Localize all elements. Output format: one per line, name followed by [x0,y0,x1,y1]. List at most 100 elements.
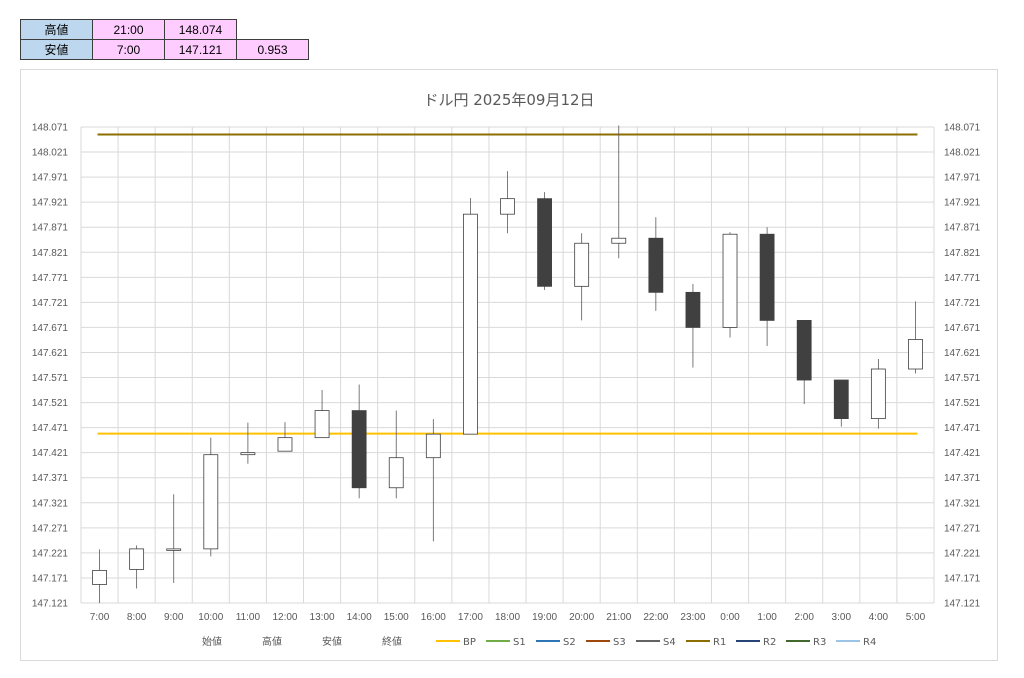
candle [574,233,590,321]
candle [166,494,182,583]
legend-label: BP [463,637,476,648]
x-tick-label: 12:00 [272,612,297,623]
candle-body-down [685,291,701,328]
summary-row-high: 高値 21:00 148.074 [20,19,309,40]
y-tick-label-right: 148.021 [944,148,981,159]
legend-item: 高値 [262,635,282,648]
candle-body-up [203,454,219,550]
y-tick-label-left: 147.921 [32,198,69,209]
legend-label: S4 [663,637,676,648]
legend-item: 始値 [202,635,222,648]
y-tick-label-left: 147.571 [32,373,69,384]
high-time: 21:00 [92,19,165,40]
legend-label: R4 [863,637,876,648]
y-tick-label-left: 147.121 [32,599,69,610]
candle-body-up [166,548,182,551]
chart-title: ドル円 2025年09月12日 [423,91,594,109]
y-tick-label-left: 147.271 [32,523,69,534]
y-tick-label-right: 148.071 [944,123,981,134]
candle [314,390,330,439]
y-tick-label-left: 147.521 [32,398,69,409]
candle [203,437,219,557]
x-tick-label: 17:00 [458,612,483,623]
x-tick-label: 15:00 [384,612,409,623]
y-tick-label-right: 147.221 [944,548,981,559]
x-tick-label: 16:00 [421,612,446,623]
candle-body-down [648,237,664,293]
candle [92,549,107,603]
candle-body-up [240,452,256,456]
candle [648,217,664,311]
x-tick-label: 8:00 [127,612,147,623]
x-tick-label: 3:00 [832,612,852,623]
legend-label: R1 [713,637,726,648]
candle [908,301,923,374]
candle-body-up [500,198,515,215]
legend-label: 終値 [382,635,402,648]
y-tick-label-right: 147.121 [944,599,981,610]
candle-body-up [277,437,293,452]
legend-item: R3 [786,637,826,648]
range-value: 0.953 [236,39,309,60]
y-tick-label-right: 147.871 [944,223,981,234]
summary-table: 高値 21:00 148.074 安値 7:00 147.121 0.953 [20,19,309,60]
low-price: 147.121 [164,39,237,60]
candles [92,125,923,603]
x-tick-label: 1:00 [757,612,777,623]
candle-body-down [537,198,552,287]
candle-body-up [870,368,886,420]
candle [759,227,775,346]
x-tick-label: 20:00 [569,612,594,623]
candle [537,192,552,290]
legend-item: S3 [586,637,626,648]
y-tick-label-right: 147.621 [944,348,981,359]
y-tick-label-left: 148.071 [32,123,69,134]
x-tick-label: 4:00 [869,612,889,623]
y-tick-label-right: 147.921 [944,198,981,209]
candle-body-down [759,233,775,321]
candle-body-up [611,237,627,244]
candle [388,410,404,499]
x-tick-label: 18:00 [495,612,520,623]
candle [351,384,367,499]
legend-label: R2 [763,637,776,648]
candle-body-up [463,213,478,435]
candle-body-up [388,457,404,489]
candle-body-up [908,339,923,370]
candle-body-up [722,233,738,328]
candle [833,379,849,427]
candle [500,171,515,234]
legend-item: BP [436,637,476,648]
x-tick-label: 13:00 [310,612,335,623]
y-tick-label-left: 148.021 [32,148,69,159]
chart-area: ドル円 2025年09月12日 148.071 148.021 147.971 147… [20,69,998,661]
y-tick-label-right: 147.821 [944,248,981,259]
y-tick-label-left: 147.671 [32,323,69,334]
y-tick-label-right: 147.571 [944,373,981,384]
x-tick-label: 21:00 [606,612,631,623]
y-tick-label-left: 147.171 [32,573,69,584]
legend-label: 始値 [202,635,222,648]
y-tick-label-right: 147.721 [944,298,981,309]
x-tick-label: 10:00 [198,612,223,623]
candle-body-up [425,433,441,459]
y-tick-label-right: 147.271 [944,523,981,534]
x-tick-label: 7:00 [90,612,110,623]
y-tick-label-left: 147.371 [32,473,69,484]
legend-label: S1 [513,637,526,648]
legend-item: 終値 [382,635,402,648]
legend-label: S3 [613,637,626,648]
candle [463,198,478,435]
empty-cell [237,20,309,40]
high-label: 高値 [20,19,93,40]
y-axis-right: 148.071 148.021 147.971 147.921 147.871 147.8… [944,123,981,610]
candle [685,283,701,368]
y-tick-label-left: 147.321 [32,498,69,509]
candle-body-up [129,548,145,570]
candle-body-down [796,320,812,381]
candle [425,419,441,542]
x-tick-label: 14:00 [347,612,372,623]
legend-label: 安値 [322,635,342,648]
x-tick-label: 0:00 [720,612,740,623]
y-tick-label-right: 147.671 [944,323,981,334]
